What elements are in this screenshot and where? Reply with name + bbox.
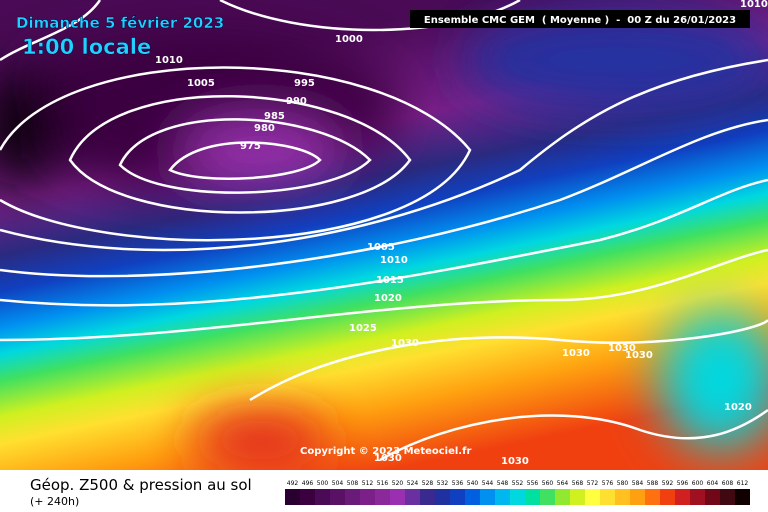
scale-label: 588 [647, 480, 659, 487]
scale-cell [705, 489, 720, 505]
scale-label: 596 [677, 480, 689, 487]
scale-cell [615, 489, 630, 505]
isobar-label: 1010 [740, 0, 768, 10]
scale-label: 556 [527, 480, 539, 487]
scale-label: 528 [422, 480, 434, 487]
scale-cell [465, 489, 480, 505]
scale-label: 504 [332, 480, 344, 487]
scale-cell [390, 489, 405, 505]
isobar-label: 1010 [155, 55, 183, 66]
scale-cell [525, 489, 540, 505]
scale-cell [420, 489, 435, 505]
isobars [0, 0, 768, 460]
isobar-label: 1005 [187, 78, 215, 89]
scale-label: 540 [467, 480, 479, 487]
scale-label: 496 [302, 480, 314, 487]
scale-label: 608 [722, 480, 734, 487]
isobar-label: 1000 [335, 34, 363, 45]
scale-cell [510, 489, 525, 505]
isobar-label: 995 [294, 78, 315, 89]
scale-cell [315, 489, 330, 505]
scale-cell [660, 489, 675, 505]
scale-label: 604 [707, 480, 719, 487]
model-banner [410, 10, 750, 28]
scale-cell [675, 489, 690, 505]
isobar-label: 1010 [380, 255, 408, 266]
isobar-label: 1005 [367, 242, 395, 253]
scale-label: 500 [317, 480, 329, 487]
isobar-label: 1030 [501, 456, 529, 467]
scale-label: 524 [407, 480, 419, 487]
isobar-label: 980 [254, 123, 275, 134]
scale-label: 600 [692, 480, 704, 487]
scale-cell [345, 489, 360, 505]
isobar-label: 1030 [562, 348, 590, 359]
isobar-label: 1015 [376, 275, 404, 286]
scale-label: 572 [587, 480, 599, 487]
scale-label: 612 [737, 480, 749, 487]
scale-cell [690, 489, 705, 505]
scale-cell [330, 489, 345, 505]
forecast-date: Dimanche 5 février 2023 [16, 14, 224, 32]
scale-label: 544 [482, 480, 494, 487]
scale-label: 520 [392, 480, 404, 487]
scale-cell [375, 489, 390, 505]
scale-cell [435, 489, 450, 505]
scale-cell [555, 489, 570, 505]
scale-label: 492 [287, 480, 299, 487]
isobar-label: 1030 [608, 343, 636, 354]
scale-cell [630, 489, 645, 505]
footer-title: Géop. Z500 & pression au sol [30, 476, 252, 494]
isobar-label: 1020 [374, 293, 402, 304]
scale-cell [720, 489, 735, 505]
scale-label: 552 [512, 480, 524, 487]
scale-cell [735, 489, 750, 505]
scale-cell [405, 489, 420, 505]
scale-cell [360, 489, 375, 505]
scale-label: 568 [572, 480, 584, 487]
scale-cell [480, 489, 495, 505]
forecast-time: 1:00 locale [22, 35, 151, 59]
isobar-label: 1025 [349, 323, 377, 334]
scale-label: 580 [617, 480, 629, 487]
scale-label: 564 [557, 480, 569, 487]
scale-cell [645, 489, 660, 505]
isobar-label: 1030 [625, 350, 653, 361]
scale-label: 548 [497, 480, 509, 487]
isobar-label: 975 [240, 141, 261, 152]
scale-cell [450, 489, 465, 505]
scale-cell [585, 489, 600, 505]
scale-cell [300, 489, 315, 505]
scale-label: 532 [437, 480, 449, 487]
isobar-label: 985 [264, 111, 285, 122]
isobar-label: 1030 [391, 338, 419, 349]
scale-cell [285, 489, 300, 505]
scale-label: 508 [347, 480, 359, 487]
scale-cell [540, 489, 555, 505]
scale-label: 536 [452, 480, 464, 487]
lead-time: (+ 240h) [30, 495, 79, 508]
isobar-label: 1020 [724, 402, 752, 413]
scale-label: 592 [662, 480, 674, 487]
isobar-label: 990 [286, 96, 307, 107]
scale-cell [600, 489, 615, 505]
scale-cell [495, 489, 510, 505]
scale-label: 584 [632, 480, 644, 487]
scale-cell [570, 489, 585, 505]
scale-label: 560 [542, 480, 554, 487]
model-info: Ensemble CMC GEM ( Moyenne ) - 00 Z du 2… [424, 15, 736, 26]
copyright: Copyright © 2023 Meteociel.fr [300, 446, 471, 457]
scale-label: 576 [602, 480, 614, 487]
scale-label: 512 [362, 480, 374, 487]
scale-label: 516 [377, 480, 389, 487]
isobar-label: 1030 [374, 453, 402, 464]
